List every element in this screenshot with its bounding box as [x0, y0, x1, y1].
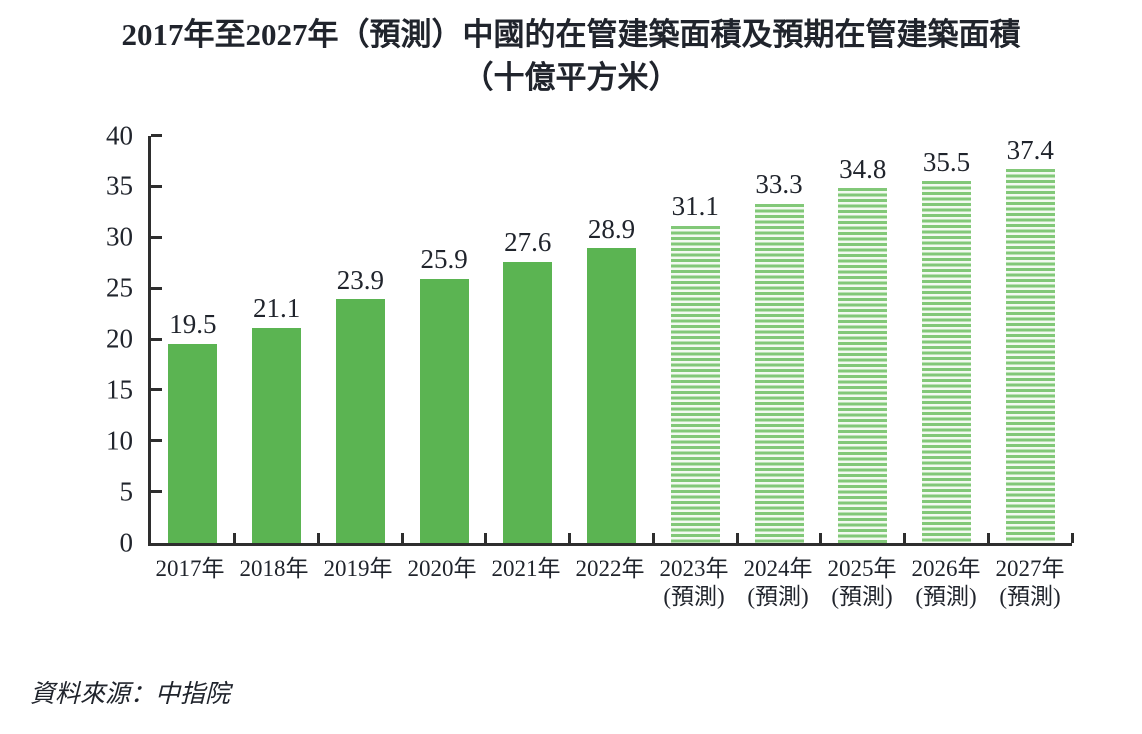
x-axis-tick — [316, 532, 320, 543]
bar-value-label: 23.9 — [336, 264, 384, 295]
x-axis-label-year: 2027年 — [995, 555, 1065, 581]
x-axis-label-2020年: 2020年 — [400, 555, 484, 613]
forecast-bar-2027年 — [1005, 169, 1055, 543]
bar-cell-2025年: 34.8 — [821, 136, 907, 543]
bar-cell-2022年: 28.9 — [570, 136, 655, 543]
x-axis-label-year: 2020年 — [407, 555, 477, 581]
x-axis-label-year: 2026年 — [911, 555, 981, 581]
bar-value-label: 34.8 — [839, 153, 887, 184]
x-axis-tick — [1070, 532, 1074, 543]
chart-title-line2: （十億平方米） — [462, 59, 680, 95]
source-note: 資料來源：中指院 — [30, 681, 231, 708]
forecast-bar-2025年 — [838, 188, 888, 543]
y-axis-tick-label: 20 — [106, 323, 133, 354]
y-axis-tick-label: 5 — [119, 476, 134, 507]
chart-title-line1: 2017年至2027年（預測）中國的在管建築面積及預期在管建築面積 — [121, 17, 1021, 52]
bar-value-label: 21.1 — [252, 293, 301, 324]
y-axis-tick-label: 35 — [106, 170, 133, 201]
bar-2021年 — [503, 261, 553, 543]
y-axis-tick-label: 40 — [106, 120, 133, 151]
y-axis-tick — [151, 235, 162, 239]
bar-2018年 — [252, 327, 302, 543]
x-axis-label-forecast-note: (預測) — [663, 584, 725, 610]
forecast-bar-2023年 — [670, 226, 720, 543]
bar-2020年 — [419, 279, 469, 543]
x-axis-label-2023年: 2023年 (預測) — [652, 555, 736, 613]
bar-2022年 — [587, 248, 637, 543]
x-axis-label-year: 2019年 — [323, 555, 393, 581]
bar-cell-2026年: 35.5 — [905, 136, 990, 543]
y-axis-tick — [151, 337, 162, 341]
bar-value-label: 33.3 — [755, 169, 803, 200]
bar-cell-2027年: 37.4 — [988, 134, 1074, 543]
y-axis-tick — [151, 134, 162, 138]
x-axis-tick — [819, 532, 823, 543]
y-axis-tick — [151, 439, 162, 443]
x-axis-label-2025年: 2025年 (預測) — [820, 555, 904, 613]
bars-row: 19.5 21.1 23.9 25.9 27.6 28.9 31.1 33.3 34.8 35.5… — [151, 134, 1074, 543]
x-axis-label-year: 2022年 — [575, 555, 645, 581]
bar-value-label: 37.4 — [1006, 134, 1054, 165]
x-axis-label-forecast-note: (預測) — [831, 584, 893, 610]
x-axis-labels: 2017年 2018年 2019年 2020年 2021年 2022年 2023年 (預測) 2… — [148, 555, 1072, 613]
x-axis-label-year: 2017年 — [155, 555, 225, 581]
x-axis-label-2021年: 2021年 — [484, 555, 568, 613]
x-axis-label-year: 2024年 — [743, 555, 813, 581]
x-axis-label-2026年: 2026年 (預測) — [904, 555, 988, 613]
x-axis-tick — [986, 532, 990, 543]
y-axis-tick-label: 10 — [106, 425, 133, 456]
x-axis-tick — [903, 532, 907, 543]
x-axis-label-2022年: 2022年 — [568, 555, 652, 613]
x-axis-tick — [651, 532, 655, 543]
x-axis-label-2018年: 2018年 — [232, 555, 316, 613]
y-axis-tick-label: 30 — [106, 221, 133, 252]
bar-2017年 — [168, 344, 218, 543]
x-axis-label-forecast-note: (預測) — [999, 584, 1061, 610]
bar-cell-2024年: 33.3 — [737, 136, 823, 543]
bar-value-label: 31.1 — [671, 191, 719, 222]
bar-cell-2019年: 23.9 — [318, 136, 404, 543]
y-axis-tick-label: 0 — [119, 527, 134, 558]
forecast-bar-2026年 — [921, 181, 971, 543]
x-axis-label-2019年: 2019年 — [316, 555, 400, 613]
x-axis-label-2017年: 2017年 — [148, 555, 232, 613]
y-axis-tick — [151, 184, 162, 188]
bar-value-label: 27.6 — [504, 227, 552, 258]
bar-value-label: 25.9 — [420, 244, 468, 275]
x-axis-label-year: 2023年 — [659, 555, 729, 581]
y-axis-tick — [151, 490, 162, 494]
x-axis-label-year: 2021年 — [491, 555, 561, 581]
x-axis-tick — [233, 532, 237, 543]
bar-cell-2018年: 21.1 — [235, 136, 320, 543]
bar-cell-2017年: 19.5 — [151, 136, 237, 543]
bar-2019年 — [335, 299, 385, 543]
x-axis-label-forecast-note: (預測) — [915, 584, 977, 610]
bar-cell-2023年: 31.1 — [653, 136, 739, 543]
bar-cell-2021年: 27.6 — [486, 136, 572, 543]
x-axis-label-2027年: 2027年 (預測) — [988, 555, 1072, 613]
bar-value-label: 19.5 — [169, 309, 217, 340]
x-axis-label-2024年: 2024年 (預測) — [736, 555, 820, 613]
bar-value-label: 35.5 — [922, 146, 971, 177]
chart-region: 19.5 21.1 23.9 25.9 27.6 28.9 31.1 33.3 34.8 35.5… — [106, 122, 1074, 556]
x-axis-tick — [400, 532, 404, 543]
x-axis-tick — [568, 532, 572, 543]
x-axis-label-forecast-note: (預測) — [747, 584, 809, 610]
x-axis-tick — [735, 532, 739, 543]
x-axis-tick — [484, 532, 488, 543]
y-axis-tick-label: 15 — [106, 374, 133, 405]
x-axis-label-year: 2018年 — [239, 555, 309, 581]
plot-area: 19.5 21.1 23.9 25.9 27.6 28.9 31.1 33.3 34.8 35.5… — [106, 122, 1074, 556]
forecast-bar-2024年 — [754, 203, 804, 543]
bar-value-label: 28.9 — [587, 213, 636, 244]
y-axis-tick — [151, 388, 162, 392]
x-axis-label-year: 2025年 — [827, 555, 897, 581]
y-axis-tick-label: 25 — [106, 272, 133, 303]
chart-title: 2017年至2027年（預測）中國的在管建築面積及預期在管建築面積 （十億平方米… — [0, 14, 1142, 100]
y-axis-tick — [151, 286, 162, 290]
bar-cell-2020年: 25.9 — [402, 136, 488, 543]
